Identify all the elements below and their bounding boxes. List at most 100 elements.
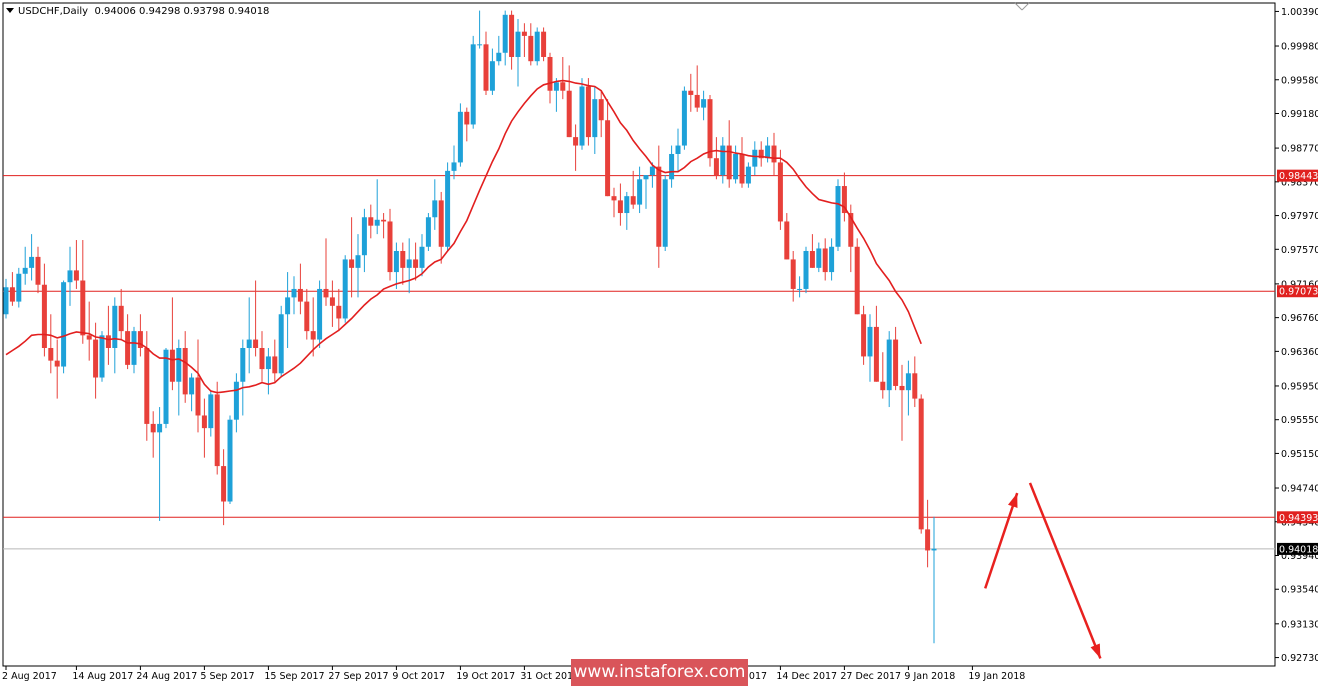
x-tick-label: 31 Oct 2017 [520,671,579,682]
bear-candle [777,162,783,222]
bull-candle [675,145,681,154]
y-tick-label: 0.97970 [1281,211,1318,222]
bear-candle [73,270,79,281]
bear-candle [195,377,201,416]
x-tick-label: 9 Oct 2017 [392,671,445,682]
level-price-label: 0.94393 [1279,513,1318,524]
bear-candle [509,14,515,57]
y-tick-label: 0.97570 [1281,245,1318,256]
bull-candle [624,196,630,214]
x-tick-label: 19 Jan 2018 [968,671,1025,682]
bear-candle [918,398,924,530]
bull-candle [393,250,399,273]
bull-candle [496,52,502,62]
bear-candle [221,466,227,502]
x-tick-label: 15 Sep 2017 [264,671,324,682]
y-tick-label: 0.99180 [1281,109,1318,120]
bull-candle [317,288,323,340]
bull-candle [477,44,483,46]
bear-candle [48,347,54,361]
bull-candle [579,86,585,146]
bull-candle [291,288,297,298]
bull-candle [829,246,835,273]
bull-candle [797,288,803,290]
symbol-info-bar: USDCHF,Daily 0.94006 0.94298 0.93798 0.9… [6,6,269,17]
bear-candle [521,31,527,36]
current-price-tag [1277,542,1318,555]
bear-candle [9,287,15,302]
projection-arrow [1028,482,1102,659]
bear-candle [854,246,860,315]
bull-candle [342,259,348,319]
level-price-label: 0.98443 [1279,171,1318,182]
bear-candle [272,356,278,374]
bear-candle [880,381,886,391]
bear-candle [560,82,566,91]
level-price-tag [1277,169,1318,182]
bear-candle [528,35,534,62]
bull-candle [445,170,451,247]
bull-candle [16,273,22,302]
bull-candle [67,270,73,283]
level-price-tag [1277,511,1318,524]
x-tick-label: 27 Dec 2017 [840,671,901,682]
bear-candle [150,423,156,433]
bear-candle [912,373,918,399]
bear-candle [214,394,220,467]
bull-candle [931,548,937,551]
bear-candle [822,248,828,273]
bull-candle [176,347,182,382]
bear-candle [413,259,419,268]
bear-candle [784,221,790,260]
bull-candle [99,335,105,378]
bull-candle [112,305,118,348]
bull-candle [3,287,9,315]
bull-candle [649,166,655,176]
bull-candle [733,153,739,180]
bull-candle [406,259,412,268]
x-tick-label: 27 Sep 2017 [328,671,388,682]
bear-candle [169,349,175,382]
level-price-tag [1277,285,1318,298]
y-tick-label: 1.00390 [1281,7,1318,18]
plot-frame [2,2,1276,667]
bear-candle [35,256,41,285]
current-price-label: 0.94018 [1279,544,1318,555]
bear-candle [758,149,764,159]
bull-candle [29,256,35,268]
bull-candle [432,200,438,218]
x-tick-label: 14 Dec 2017 [776,671,837,682]
projection-arrow-head [1090,643,1101,659]
bear-candle [54,360,60,367]
bear-candle [387,221,393,273]
bull-candle [745,166,751,184]
y-tick-label: 0.95150 [1281,449,1318,460]
bear-candle [713,158,719,176]
bear-candle [381,219,387,222]
bull-candle [246,339,252,348]
bull-candle [669,153,675,180]
bear-candle [598,99,604,121]
bull-candle [208,394,214,429]
y-tick-label: 0.95950 [1281,381,1318,392]
bull-candle [765,145,771,159]
bull-candle [233,381,239,420]
y-tick-label: 0.93130 [1281,619,1318,630]
bull-candle [355,255,361,268]
collapse-triangle-icon[interactable] [6,8,14,13]
bear-candle [259,347,265,370]
bull-candle [374,219,380,226]
bear-candle [861,314,867,357]
bear-candle [323,288,329,298]
y-tick-label: 0.92730 [1281,653,1318,664]
bear-candle [925,529,931,551]
bull-candle [662,179,668,247]
y-tick-label: 0.93940 [1281,551,1318,562]
x-tick-label: 2 Aug 2017 [2,671,57,682]
x-tick-label: 9 Jan 2018 [904,671,955,682]
bear-candle [93,339,99,378]
bull-candle [227,419,233,502]
x-tick-label: 5 Sep 2017 [200,671,254,682]
bull-candle [643,175,649,180]
